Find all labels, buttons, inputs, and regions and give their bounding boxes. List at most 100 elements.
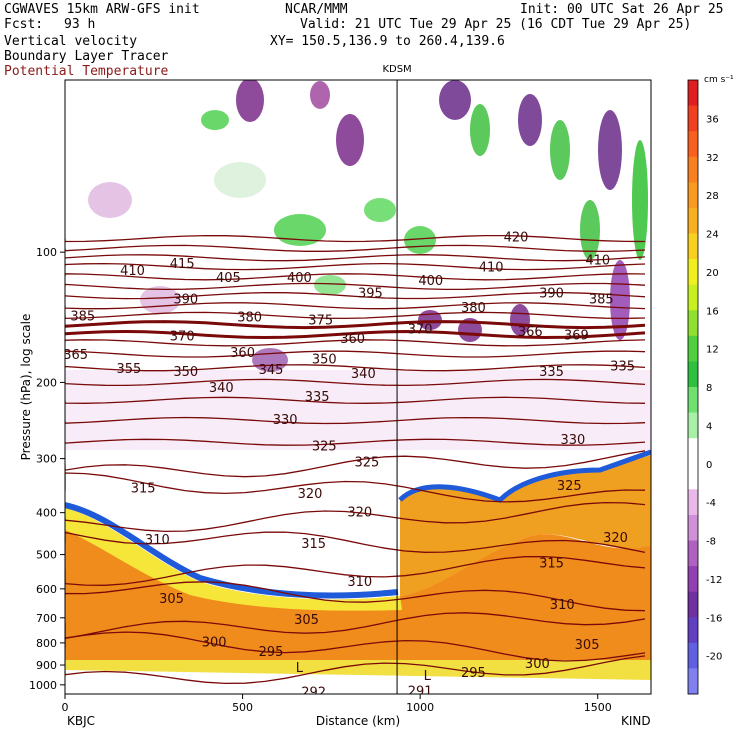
theta-label: 320	[298, 487, 323, 502]
colorbar-tick-label: 12	[706, 345, 719, 356]
field-boundary-layer-tracer: Boundary Layer Tracer	[4, 49, 169, 64]
theta-label: 330	[273, 413, 298, 428]
y-tick-label: 800	[36, 637, 57, 650]
colorbar-swatch	[688, 131, 698, 158]
theta-contour	[65, 378, 646, 387]
theta-label: 291	[408, 684, 433, 699]
theta-contour	[65, 329, 646, 340]
forecast-hours: 93 h	[64, 17, 96, 32]
vertical-velocity-cell	[632, 140, 648, 260]
vertical-velocity-cell	[236, 80, 264, 122]
theta-label: 360	[230, 346, 255, 361]
theta-label: 410	[120, 264, 145, 279]
theta-label: 345	[259, 363, 284, 378]
vertical-velocity-cell	[274, 214, 326, 246]
colorbar-frame	[687, 79, 699, 695]
theta-label: 365	[63, 348, 88, 363]
init-time: Init: 00 UTC Sat 26 Apr 25	[520, 2, 724, 17]
colorbar-swatch	[688, 105, 698, 132]
colorbar-swatch	[688, 617, 698, 644]
y-tick-label: 500	[36, 549, 57, 562]
theta-contour	[65, 273, 646, 281]
theta-contour	[65, 438, 646, 446]
station-left-label: KBJC	[67, 714, 95, 728]
y-tick-label: 1000	[29, 679, 57, 692]
colorbar-swatch	[688, 540, 698, 567]
theta-contour	[65, 311, 646, 320]
x-axis-label: Distance (km)	[316, 714, 400, 728]
theta-label: 335	[305, 390, 330, 405]
theta-label: 400	[287, 271, 312, 286]
colorbar-swatch	[688, 233, 698, 260]
theta-contour	[65, 291, 646, 300]
theta-label: 320	[603, 531, 628, 546]
colorbar-swatch	[688, 514, 698, 541]
tracer-yellow-band	[65, 508, 402, 611]
center-label: NCAR/MMM	[285, 2, 348, 17]
theta-contour	[65, 501, 646, 533]
theta-label: 315	[131, 482, 156, 497]
theta-label: 335	[610, 360, 635, 375]
theta-contour	[65, 339, 646, 347]
theta-label: 292	[301, 685, 326, 700]
theta-contour	[65, 254, 646, 262]
theta-label: 400	[418, 274, 443, 289]
colorbar-tick-label: 8	[706, 383, 712, 394]
theta-label: 355	[117, 362, 142, 377]
theta-contour	[65, 350, 646, 358]
theta-label: 320	[347, 506, 372, 521]
x-tick-label: 500	[232, 701, 253, 714]
colorbar-swatch	[688, 284, 698, 311]
y-tick-label: 900	[36, 659, 57, 672]
theta-label: 385	[589, 293, 614, 308]
stratosphere-shading	[65, 370, 651, 450]
vertical-velocity-cell	[518, 94, 542, 146]
x-tick-label: 1000	[406, 701, 434, 714]
field-potential-temperature: Potential Temperature	[4, 64, 169, 79]
terrain-blank	[65, 670, 651, 694]
forecast-label: Fcst:	[4, 17, 44, 32]
colorbar-swatch	[688, 387, 698, 414]
theta-contour	[65, 612, 646, 640]
colorbar-tick-label: 32	[706, 153, 719, 164]
vertical-velocity-cell	[88, 182, 132, 218]
theta-contour	[65, 555, 646, 586]
colorbar-tick-label: 36	[706, 114, 719, 125]
colorbar-swatch	[688, 489, 698, 516]
vertical-velocity-cell	[439, 80, 471, 120]
theta-label: 315	[301, 537, 326, 552]
theta-label: 375	[308, 313, 333, 328]
colorbar-swatch	[688, 207, 698, 234]
theta-label: 295	[259, 645, 284, 660]
colorbar-tick-label: 24	[706, 230, 719, 241]
theta-label: 295	[461, 666, 486, 681]
theta-label: 350	[173, 365, 198, 380]
vertical-velocity-cell	[201, 110, 229, 130]
theta-label: 335	[539, 365, 564, 380]
vertical-velocity-cell	[598, 110, 622, 190]
vertical-velocity-cell	[510, 304, 530, 336]
theta-label: 350	[312, 352, 337, 367]
theta-label: 370	[170, 330, 195, 345]
station-right-label: KIND	[621, 714, 651, 728]
colorbar-swatch	[688, 80, 698, 107]
colorbar-swatch	[688, 642, 698, 669]
field-vertical-velocity: Vertical velocity	[4, 34, 138, 49]
plot-frame	[64, 79, 652, 695]
kdsm-station-label: KDSM	[382, 64, 411, 75]
theta-contour	[65, 581, 646, 612]
theta-label: 410	[585, 254, 610, 269]
theta-label: 305	[159, 592, 184, 607]
colorbar-swatch	[688, 156, 698, 183]
colorbar-tick-label: 20	[706, 268, 719, 279]
theta-label: 340	[209, 381, 234, 396]
theta-label: 330	[560, 433, 585, 448]
theta-label: L	[424, 669, 432, 684]
theta-label: 325	[557, 479, 582, 494]
colorbar-tick-label: 4	[706, 421, 712, 432]
colorbar-tick-label: 28	[706, 191, 719, 202]
theta-label: 410	[479, 261, 504, 276]
theta-label: 369	[564, 329, 589, 344]
y-axis-label: Pressure (hPa), log scale	[19, 314, 33, 461]
theta-label: L	[296, 661, 304, 676]
